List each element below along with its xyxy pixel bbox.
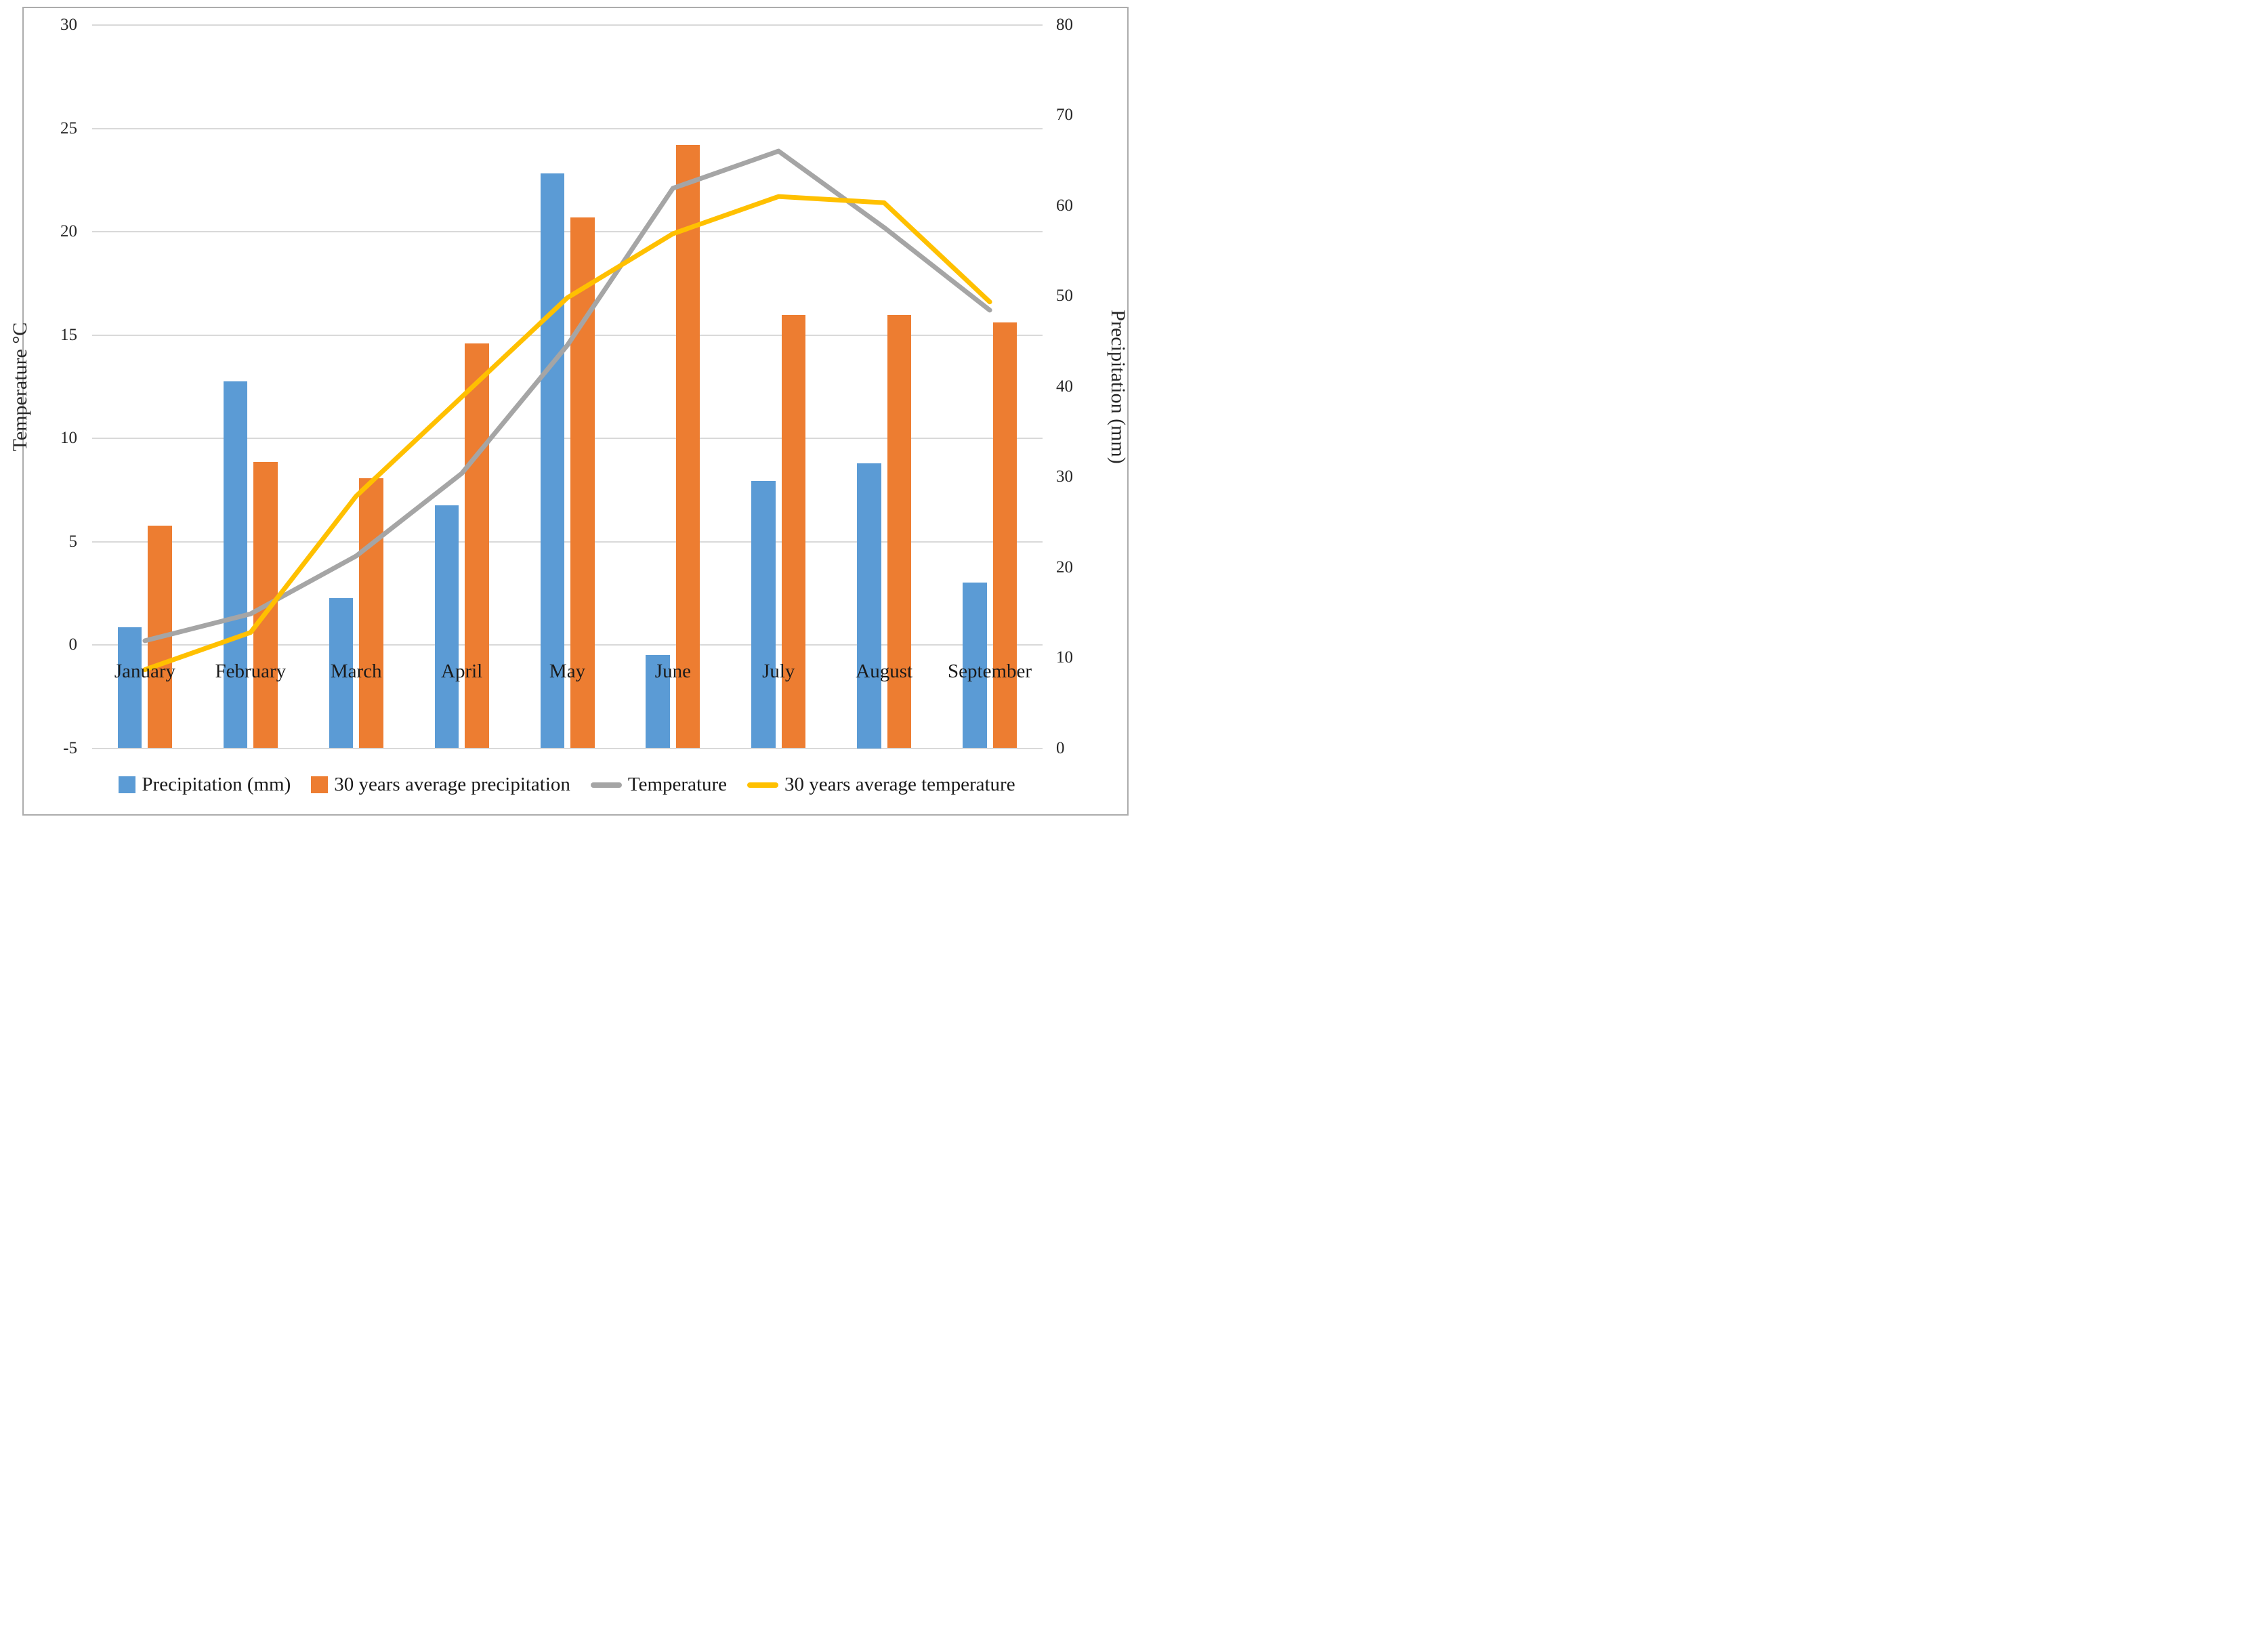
gridline xyxy=(92,438,1043,439)
bar-avg-precipitation xyxy=(992,322,1017,749)
right-axis-tick: 50 xyxy=(1056,287,1073,306)
right-axis-tick: 60 xyxy=(1056,196,1073,215)
bar-avg-precipitation xyxy=(675,145,700,749)
left-axis-tick: -5 xyxy=(63,738,77,757)
right-axis-tick: 80 xyxy=(1056,16,1073,34)
right-axis-tick: 0 xyxy=(1056,738,1065,757)
line-series-layer xyxy=(142,148,992,673)
category-label: February xyxy=(215,660,287,682)
gridline xyxy=(92,644,1043,646)
right-axis-tick: 30 xyxy=(1056,467,1073,486)
category-labels-layer: January February March April May June July Augu… xyxy=(0,0,1134,821)
line-temperature xyxy=(142,148,992,644)
right-axis-tick: 10 xyxy=(1056,648,1073,667)
legend-line-swatch xyxy=(590,782,622,788)
gridline xyxy=(92,334,1043,336)
gridline xyxy=(92,541,1043,543)
gridline xyxy=(92,231,1043,232)
bar-precipitation xyxy=(963,583,987,749)
category-label: June xyxy=(654,660,691,682)
legend-label: Temperature xyxy=(627,774,728,795)
bar-avg-precipitation xyxy=(781,315,806,749)
bar-precipitation xyxy=(434,505,459,749)
legend: Precipitation (mm) 30 years average preci… xyxy=(0,774,1134,796)
gridline xyxy=(92,127,1043,129)
legend-item-temperature: Temperature xyxy=(590,774,728,796)
bar-avg-precipitation xyxy=(887,315,912,749)
left-axis-tick: 15 xyxy=(60,325,77,344)
left-axis-tick: 30 xyxy=(60,16,77,34)
bar-precipitation xyxy=(857,463,881,749)
climate-chart: 30 25 20 15 10 5 0 -5 80 70 60 50 40 30 20 10 0 January F… xyxy=(0,0,1134,821)
line-30-years-average-temperature xyxy=(142,194,992,673)
axis-ticks-layer: 30 25 20 15 10 5 0 -5 80 70 60 50 40 30 20 10 0 xyxy=(0,0,1134,821)
gridlines-layer xyxy=(0,0,1134,821)
left-axis-tick: 10 xyxy=(60,429,77,447)
bar-precipitation xyxy=(751,480,776,749)
legend-label: Precipitation (mm) xyxy=(142,774,291,795)
right-axis-title: Precipitation (mm) xyxy=(1107,310,1129,464)
category-label: March xyxy=(330,660,382,682)
left-axis-tick: 20 xyxy=(60,222,77,240)
legend-square-swatch xyxy=(311,776,329,793)
category-label: September xyxy=(948,660,1032,682)
right-axis-tick: 70 xyxy=(1056,106,1073,125)
right-axis-tick: 20 xyxy=(1056,557,1073,576)
legend-item-30-years-average-temperature: 30 years average temperature xyxy=(747,774,1015,796)
category-label: May xyxy=(549,660,586,682)
left-axis-title: Temperature °C xyxy=(9,322,31,452)
legend-item-precipitation-mm-: Precipitation (mm) xyxy=(119,774,291,796)
bar-precipitation xyxy=(646,655,670,749)
category-label: January xyxy=(114,660,176,682)
left-axis-tick: 5 xyxy=(68,532,78,551)
bar-avg-precipitation xyxy=(359,478,383,749)
category-label: August xyxy=(856,660,913,682)
category-label: April xyxy=(441,660,483,682)
bar-precipitation xyxy=(223,381,248,749)
bar-avg-precipitation xyxy=(465,343,489,749)
bar-avg-precipitation xyxy=(570,217,595,749)
bars-layer xyxy=(0,0,1134,821)
bar-precipitation xyxy=(329,597,354,749)
left-axis-tick: 25 xyxy=(60,119,77,138)
bar-precipitation xyxy=(117,627,142,749)
gridline xyxy=(92,24,1043,26)
legend-label: 30 years average precipitation xyxy=(334,774,570,795)
legend-line-swatch xyxy=(747,782,779,788)
category-label: July xyxy=(762,660,795,682)
legend-label: 30 years average temperature xyxy=(784,774,1015,795)
legend-item-30-years-average-precipitation: 30 years average precipitation xyxy=(311,774,570,796)
bar-precipitation xyxy=(540,173,564,749)
gridline xyxy=(92,747,1043,749)
left-axis-tick: 0 xyxy=(68,635,78,654)
legend-square-swatch xyxy=(119,776,136,793)
right-axis-tick: 40 xyxy=(1056,377,1073,396)
